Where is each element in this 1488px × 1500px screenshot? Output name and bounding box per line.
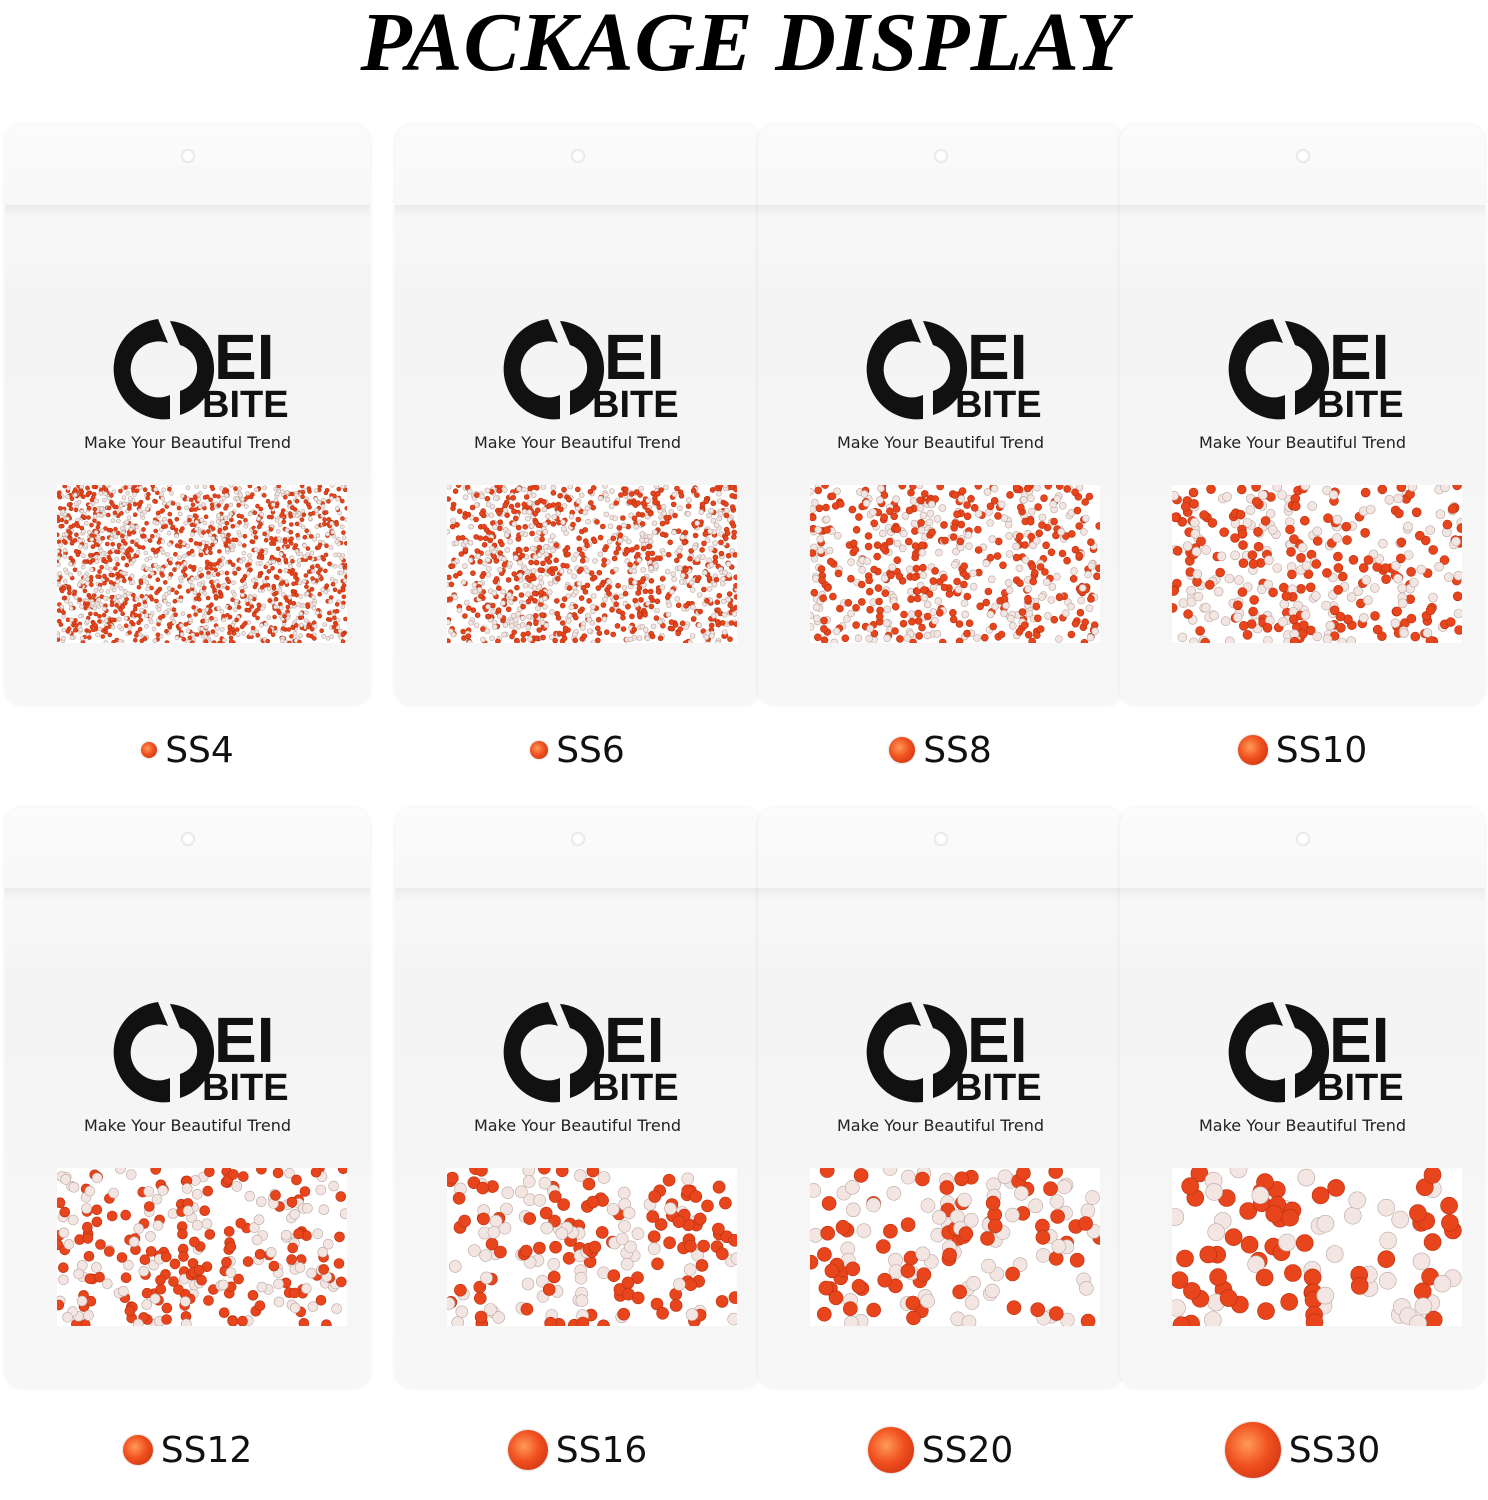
rhinestone-window bbox=[1172, 1168, 1462, 1326]
hang-hole bbox=[570, 832, 585, 846]
svg-text:EI: EI bbox=[214, 1004, 274, 1076]
package-bag[interactable]: EI BITE Make Your Beautiful Trend bbox=[1120, 808, 1485, 1388]
svg-text:BITE: BITE bbox=[1317, 384, 1404, 421]
rhinestone-window bbox=[447, 1168, 737, 1326]
rhinestone-icon bbox=[507, 1430, 548, 1470]
svg-text:BITE: BITE bbox=[1317, 1067, 1404, 1104]
brand-logo: EI BITE bbox=[863, 315, 1043, 426]
package-bag[interactable]: EI BITE Make Your Beautiful Trend bbox=[395, 808, 760, 1388]
size-text: SS8 bbox=[923, 729, 992, 771]
rhinestone-icon bbox=[122, 1435, 153, 1465]
svg-text:BITE: BITE bbox=[955, 384, 1042, 421]
size-text: SS30 bbox=[1288, 1429, 1381, 1471]
tagline: Make Your Beautiful Trend bbox=[1198, 1116, 1407, 1135]
svg-text:BITE: BITE bbox=[955, 1067, 1042, 1104]
package-bag[interactable]: EI BITE Make Your Beautiful Trend bbox=[1120, 125, 1485, 705]
brand-logo: EI BITE bbox=[863, 998, 1043, 1109]
zip-seal bbox=[758, 888, 1123, 902]
hang-hole bbox=[933, 832, 948, 846]
size-label: SS10 bbox=[1120, 722, 1485, 778]
rhinestone-icon bbox=[141, 742, 158, 758]
size-label: SS30 bbox=[1120, 1422, 1485, 1478]
size-label: SS8 bbox=[758, 722, 1123, 778]
size-text: SS4 bbox=[165, 729, 234, 771]
rhinestone-window bbox=[810, 1168, 1100, 1326]
hang-hole bbox=[570, 149, 585, 163]
tagline: Make Your Beautiful Trend bbox=[83, 433, 292, 452]
svg-text:BITE: BITE bbox=[202, 1067, 289, 1104]
hang-hole bbox=[1295, 832, 1310, 846]
rhinestone-icon bbox=[889, 737, 916, 763]
rhinestone-icon bbox=[867, 1427, 914, 1473]
svg-text:BITE: BITE bbox=[592, 384, 679, 421]
package-bag[interactable]: EI BITE Make Your Beautiful Trend bbox=[758, 808, 1123, 1388]
hang-hole bbox=[933, 149, 948, 163]
rhinestone-window bbox=[57, 1168, 347, 1326]
hang-hole bbox=[180, 832, 195, 846]
svg-text:EI: EI bbox=[214, 321, 274, 393]
rhinestone-icon bbox=[530, 741, 549, 759]
rhinestone-icon bbox=[1224, 1422, 1281, 1478]
brand-logo: EI BITE bbox=[110, 998, 290, 1109]
package-bag[interactable]: EI BITE Make Your Beautiful Trend bbox=[395, 125, 760, 705]
zip-seal bbox=[395, 205, 760, 219]
brand-logo: EI BITE bbox=[1225, 998, 1405, 1109]
brand-logo: EI BITE bbox=[500, 998, 680, 1109]
zip-seal bbox=[1120, 888, 1485, 902]
zip-seal bbox=[5, 888, 370, 902]
svg-text:BITE: BITE bbox=[202, 384, 289, 421]
brand-logo: EI BITE bbox=[1225, 315, 1405, 426]
svg-text:EI: EI bbox=[967, 1004, 1027, 1076]
svg-text:EI: EI bbox=[1329, 321, 1389, 393]
tagline: Make Your Beautiful Trend bbox=[473, 433, 682, 452]
package-bag[interactable]: EI BITE Make Your Beautiful Trend bbox=[5, 808, 370, 1388]
size-label: SS6 bbox=[395, 722, 760, 778]
size-text: SS20 bbox=[921, 1429, 1014, 1471]
size-label: SS4 bbox=[5, 722, 370, 778]
page-title: PACKAGE DISPLAY bbox=[360, 0, 1128, 89]
size-text: SS10 bbox=[1275, 729, 1368, 771]
size-label: SS16 bbox=[395, 1422, 760, 1478]
zip-seal bbox=[395, 888, 760, 902]
rhinestone-window bbox=[447, 485, 737, 643]
svg-text:BITE: BITE bbox=[592, 1067, 679, 1104]
hang-hole bbox=[180, 149, 195, 163]
package-bag[interactable]: EI BITE Make Your Beautiful Trend bbox=[5, 125, 370, 705]
rhinestone-window bbox=[1172, 485, 1462, 643]
svg-text:EI: EI bbox=[604, 321, 664, 393]
tagline: Make Your Beautiful Trend bbox=[836, 433, 1045, 452]
rhinestone-window bbox=[810, 485, 1100, 643]
package-bag[interactable]: EI BITE Make Your Beautiful Trend bbox=[758, 125, 1123, 705]
size-label: SS12 bbox=[5, 1422, 370, 1478]
hang-hole bbox=[1295, 149, 1310, 163]
tagline: Make Your Beautiful Trend bbox=[1198, 433, 1407, 452]
svg-text:EI: EI bbox=[604, 1004, 664, 1076]
svg-text:EI: EI bbox=[1329, 1004, 1389, 1076]
rhinestone-window bbox=[57, 485, 347, 643]
tagline: Make Your Beautiful Trend bbox=[83, 1116, 292, 1135]
size-text: SS6 bbox=[556, 729, 625, 771]
zip-seal bbox=[5, 205, 370, 219]
tagline: Make Your Beautiful Trend bbox=[473, 1116, 682, 1135]
zip-seal bbox=[1120, 205, 1485, 219]
tagline: Make Your Beautiful Trend bbox=[836, 1116, 1045, 1135]
brand-logo: EI BITE bbox=[500, 315, 680, 426]
size-label: SS20 bbox=[758, 1422, 1123, 1478]
brand-logo: EI BITE bbox=[110, 315, 290, 426]
zip-seal bbox=[758, 205, 1123, 219]
svg-text:EI: EI bbox=[967, 321, 1027, 393]
size-text: SS12 bbox=[160, 1429, 253, 1471]
size-text: SS16 bbox=[555, 1429, 648, 1471]
rhinestone-icon bbox=[1237, 735, 1268, 765]
